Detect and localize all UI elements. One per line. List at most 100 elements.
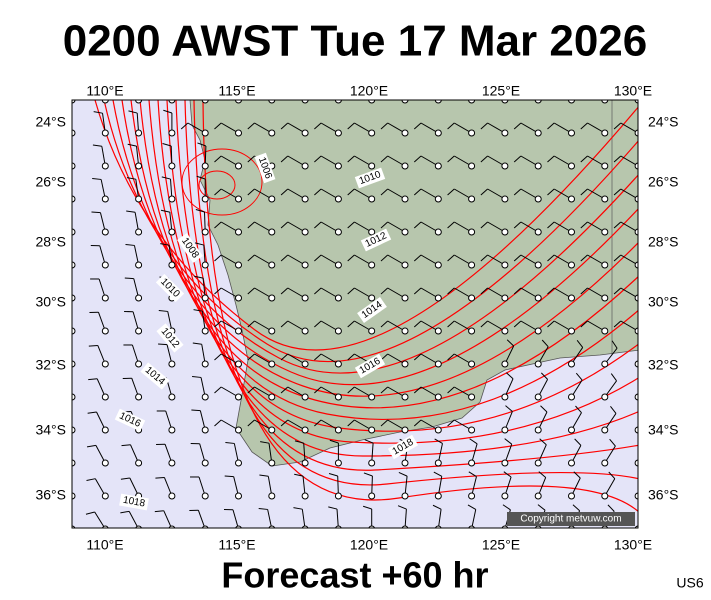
- wind-barb: [413, 386, 422, 394]
- wind-barb: [647, 341, 652, 349]
- lon-label: 110°E: [86, 83, 123, 99]
- station: [501, 100, 509, 104]
- wind-barb: [126, 210, 136, 213]
- wind-barb: [447, 188, 455, 196]
- station: [601, 426, 609, 434]
- station: [468, 162, 476, 170]
- station: [368, 100, 376, 104]
- wind-barb: [610, 373, 617, 382]
- station: [101, 261, 109, 269]
- wind-barb: [414, 90, 421, 96]
- wind-barb: [85, 511, 95, 515]
- station: [72, 492, 76, 500]
- station: [101, 525, 109, 528]
- wind-barb: [88, 378, 98, 381]
- station: [72, 195, 76, 203]
- lat-label: 36°S: [648, 487, 679, 503]
- wind-barb: [270, 100, 272, 101]
- station: [235, 525, 242, 528]
- station: [368, 426, 376, 434]
- wind-barb: [580, 221, 588, 229]
- isobar: [139, 100, 638, 409]
- station: [334, 393, 342, 401]
- station: [235, 426, 242, 434]
- wind-barb: [280, 386, 289, 394]
- station: [534, 327, 542, 335]
- station: [101, 426, 109, 434]
- label-box: [254, 152, 276, 184]
- wind-barb: [644, 472, 650, 479]
- wind-barb: [646, 374, 651, 382]
- wind-barb: [576, 340, 584, 348]
- wind-barb: [364, 439, 374, 444]
- lat-label: 26°S: [648, 174, 679, 190]
- wind-barb: [397, 505, 407, 510]
- wind-barb: [613, 122, 622, 130]
- station: [268, 294, 276, 302]
- station: [468, 393, 476, 401]
- wind-barb: [314, 287, 322, 295]
- wind-barb: [247, 419, 255, 427]
- station: [135, 294, 143, 302]
- wind-barb: [158, 343, 168, 346]
- station: [401, 360, 409, 368]
- wind-barb: [69, 80, 72, 100]
- wind-barb: [58, 146, 67, 147]
- forecast-label: Forecast +60 hr: [221, 555, 488, 596]
- wind-barb: [258, 507, 268, 510]
- wind-barb: [448, 90, 455, 96]
- station: [501, 327, 509, 335]
- station: [168, 426, 176, 434]
- station: [334, 327, 342, 335]
- wind-barb: [280, 320, 289, 328]
- lon-label: 130°E: [614, 537, 652, 553]
- wind-barb: [380, 122, 389, 130]
- wind-barb: [214, 254, 222, 262]
- station: [601, 459, 609, 467]
- wind-barb: [314, 155, 322, 163]
- label-box: [354, 167, 386, 189]
- wind-barb: [281, 90, 288, 96]
- wind-barb: [580, 320, 588, 328]
- wind-barb: [541, 339, 549, 348]
- station: [101, 195, 109, 203]
- wind-barb: [547, 90, 554, 96]
- wind-barb: [214, 419, 222, 427]
- station: [201, 294, 209, 302]
- wind-barb: [314, 254, 322, 262]
- wind-barb: [570, 100, 572, 101]
- station: [634, 360, 638, 368]
- wind-barb: [447, 320, 455, 328]
- title: 0200 AWST Tue 17 Mar 2026: [63, 17, 648, 66]
- wind-barb: [314, 221, 322, 229]
- wind-barb: [574, 438, 582, 446]
- wind-barb: [197, 142, 207, 147]
- station: [434, 327, 442, 335]
- wind-barb: [280, 287, 289, 295]
- wind-barb: [225, 441, 235, 444]
- wind-barb: [247, 320, 255, 328]
- label-box: [387, 434, 419, 460]
- station: [201, 525, 209, 528]
- isobar: [193, 100, 638, 486]
- station: [201, 195, 209, 203]
- station: [534, 459, 542, 467]
- wind-barb: [304, 100, 306, 101]
- station: [601, 162, 609, 170]
- copyright-box: [507, 512, 635, 526]
- label-box: [357, 297, 387, 323]
- wind-barb: [603, 100, 605, 101]
- station: [135, 228, 143, 236]
- wind-barb: [180, 122, 189, 130]
- wind-barb: [162, 143, 172, 147]
- station: [401, 426, 409, 434]
- station: [534, 100, 542, 104]
- station: [334, 162, 342, 170]
- wind-barb: [480, 122, 488, 130]
- station: [101, 360, 109, 368]
- wind-barb: [547, 122, 555, 130]
- wind-barb: [380, 320, 389, 328]
- wind-barb: [280, 221, 289, 229]
- wind-barb: [480, 188, 488, 196]
